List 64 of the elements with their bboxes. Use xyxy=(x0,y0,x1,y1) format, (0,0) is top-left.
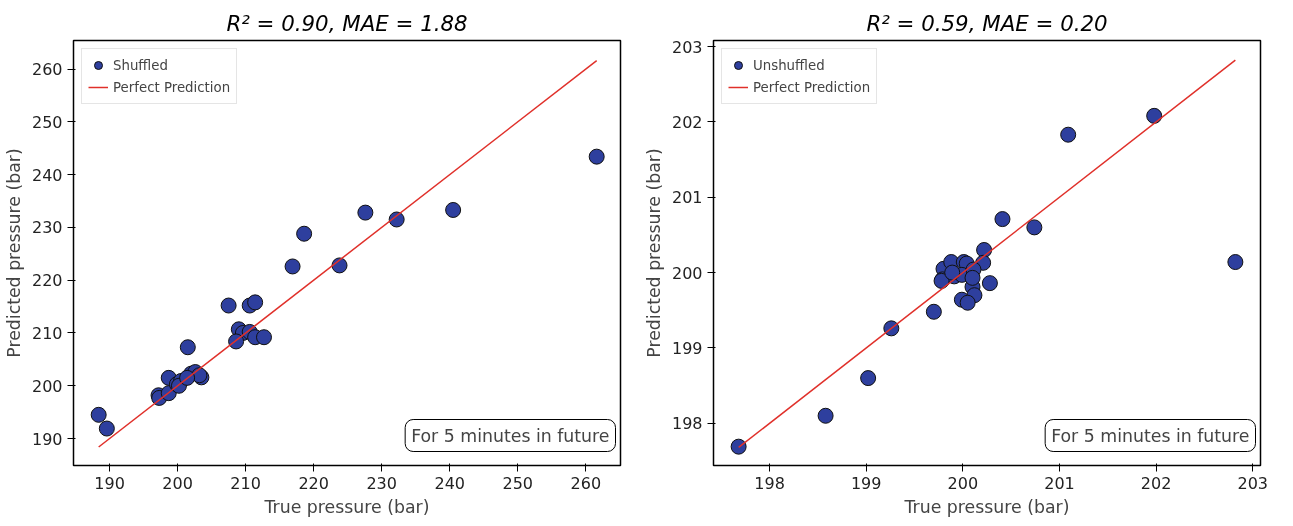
x-tick-label: 190 xyxy=(94,473,125,493)
legend-label: Perfect Prediction xyxy=(753,79,871,95)
x-tick-label: 250 xyxy=(502,473,534,493)
x-tick-label: 220 xyxy=(298,473,329,493)
y-axis-title: Predicted pressure (bar) xyxy=(643,148,664,358)
chart-title: R² = 0.90, MAE = 1.88 xyxy=(226,10,468,36)
x-tick-label: 230 xyxy=(366,473,397,493)
y-tick-label: 201 xyxy=(671,188,703,208)
legend-label: Perfect Prediction xyxy=(113,79,231,95)
y-tick-label: 203 xyxy=(671,37,703,57)
x-tick-label: 210 xyxy=(230,473,261,493)
x-axis-title: True pressure (bar) xyxy=(263,496,430,517)
legend-label: Unshuffled xyxy=(753,57,825,73)
point xyxy=(944,264,961,281)
y-axis-title: Predicted pressure (bar) xyxy=(3,148,24,358)
x-tick-label: 198 xyxy=(754,473,785,493)
y-tick-label: 240 xyxy=(31,165,63,185)
point xyxy=(860,370,877,387)
annotation: For 5 minutes in future xyxy=(411,425,610,446)
y-tick-label: 190 xyxy=(31,429,63,449)
point xyxy=(220,297,237,314)
point xyxy=(1146,107,1163,124)
point xyxy=(296,225,313,242)
y-tick-label: 230 xyxy=(31,218,63,238)
point xyxy=(98,420,115,437)
point xyxy=(588,148,605,165)
point xyxy=(284,258,301,275)
chart-title: R² = 0.59, MAE = 0.20 xyxy=(866,10,1108,36)
x-tick-label: 203 xyxy=(1237,473,1269,493)
point xyxy=(247,294,264,311)
y-tick-label: 200 xyxy=(671,263,703,283)
x-tick-label: 200 xyxy=(162,473,193,493)
x-axis-title: True pressure (bar) xyxy=(903,496,1070,517)
y-tick-label: 210 xyxy=(31,323,63,343)
point xyxy=(179,339,196,356)
point xyxy=(959,294,976,311)
y-tick-label: 199 xyxy=(671,338,703,358)
point xyxy=(817,407,834,424)
x-tick-label: 202 xyxy=(1140,473,1172,493)
point xyxy=(357,204,374,221)
point xyxy=(1227,254,1244,271)
x-tick-label: 201 xyxy=(1044,473,1075,493)
point xyxy=(1060,126,1077,143)
point xyxy=(1026,219,1043,236)
point xyxy=(256,329,272,346)
point xyxy=(994,211,1011,228)
y-tick-label: 220 xyxy=(31,271,63,291)
x-tick-label: 200 xyxy=(947,473,979,493)
point xyxy=(445,201,462,218)
point xyxy=(964,269,981,286)
x-tick-label: 260 xyxy=(570,473,602,493)
y-tick-label: 260 xyxy=(31,60,63,80)
y-tick-label: 198 xyxy=(671,414,703,434)
point xyxy=(730,438,747,455)
x-tick-label: 240 xyxy=(434,473,466,493)
x-tick-label: 199 xyxy=(850,473,882,493)
point xyxy=(925,303,942,320)
y-tick-label: 200 xyxy=(31,376,63,396)
legend-label: Shuffled xyxy=(113,57,168,73)
point xyxy=(981,275,998,292)
y-tick-label: 250 xyxy=(31,112,63,132)
annotation: For 5 minutes in future xyxy=(1051,425,1250,446)
y-tick-label: 202 xyxy=(671,112,703,132)
point xyxy=(90,406,107,423)
